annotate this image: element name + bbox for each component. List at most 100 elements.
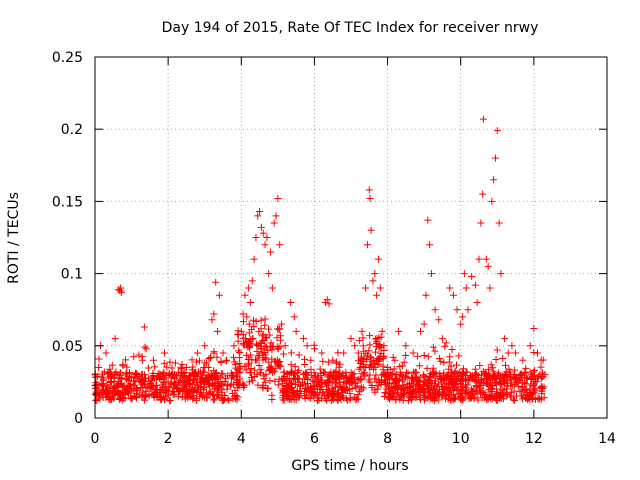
- x-tick-label: 6: [310, 431, 319, 447]
- data-point: [365, 186, 373, 194]
- data-point: [487, 392, 495, 400]
- y-axis-label: ROTI / TECUs: [6, 192, 22, 284]
- data-point: [350, 370, 358, 378]
- data-point: [539, 372, 547, 380]
- data-point: [150, 356, 158, 364]
- data-point: [536, 384, 544, 392]
- data-point: [400, 392, 408, 400]
- data-point: [173, 384, 181, 392]
- data-point: [200, 384, 208, 392]
- data-point: [213, 391, 221, 399]
- data-point: [140, 323, 148, 331]
- data-point: [380, 392, 388, 400]
- data-point: [392, 370, 400, 378]
- data-point: [373, 291, 381, 299]
- data-point: [396, 395, 404, 403]
- data-point: [517, 392, 525, 400]
- data-point: [416, 394, 424, 402]
- data-point: [378, 327, 386, 335]
- data-point: [98, 373, 106, 381]
- data-point: [479, 190, 487, 198]
- data-point: [250, 255, 258, 263]
- data-point: [188, 356, 196, 364]
- data-point: [472, 382, 480, 390]
- data-point: [473, 382, 481, 390]
- data-point: [446, 353, 454, 361]
- data-point: [281, 342, 289, 350]
- data-point: [257, 340, 265, 348]
- data-point: [519, 356, 527, 364]
- data-point: [124, 377, 132, 385]
- data-point: [243, 313, 251, 321]
- data-point: [213, 353, 221, 361]
- data-point: [495, 219, 503, 227]
- data-point: [248, 326, 256, 334]
- data-point: [166, 397, 174, 405]
- data-point: [488, 386, 496, 394]
- data-point: [159, 393, 167, 401]
- data-point: [102, 349, 110, 357]
- data-point: [187, 392, 195, 400]
- data-point: [477, 384, 485, 392]
- data-point: [382, 378, 390, 386]
- data-point: [164, 391, 172, 399]
- data-point: [293, 388, 301, 396]
- data-point: [507, 377, 515, 385]
- data-point: [133, 394, 141, 402]
- data-point: [240, 341, 248, 349]
- data-point: [163, 363, 171, 371]
- data-point: [219, 396, 227, 404]
- data-point: [270, 219, 278, 227]
- data-point: [208, 316, 216, 324]
- data-point: [266, 377, 274, 385]
- data-point: [502, 370, 510, 378]
- data-point: [365, 347, 373, 355]
- data-point: [454, 390, 462, 398]
- data-point: [282, 382, 290, 390]
- x-tick-label: 10: [452, 431, 470, 447]
- data-point: [479, 378, 487, 386]
- data-point: [367, 361, 375, 369]
- data-point: [457, 320, 465, 328]
- data-point: [186, 385, 194, 393]
- data-point: [149, 373, 157, 381]
- data-point: [268, 346, 276, 354]
- data-point: [288, 380, 296, 388]
- data-point: [120, 389, 128, 397]
- data-point: [331, 373, 339, 381]
- data-point: [508, 382, 516, 390]
- data-point: [508, 342, 516, 350]
- data-point: [169, 391, 177, 399]
- data-point: [500, 376, 508, 384]
- data-point: [399, 377, 407, 385]
- data-point: [446, 284, 454, 292]
- data-point: [290, 313, 298, 321]
- data-point: [340, 374, 348, 382]
- data-point: [197, 388, 205, 396]
- data-point: [140, 371, 148, 379]
- data-point: [457, 385, 465, 393]
- data-point: [190, 371, 198, 379]
- data-point: [442, 339, 450, 347]
- data-point: [497, 270, 505, 278]
- data-point: [213, 372, 221, 380]
- axis-ticks: 0 2 4 6 8 10 12 14 0 0.05 0.1 0.15 0.2 0.25: [52, 50, 616, 447]
- data-point: [529, 372, 537, 380]
- data-point: [201, 342, 209, 350]
- data-point: [292, 381, 300, 389]
- data-point: [139, 388, 147, 396]
- data-point: [351, 342, 359, 350]
- data-point: [509, 395, 517, 403]
- data-point: [230, 353, 238, 361]
- data-point: [424, 216, 432, 224]
- data-point: [375, 379, 383, 387]
- data-point: [367, 226, 375, 234]
- data-point: [182, 377, 190, 385]
- data-point: [400, 358, 408, 366]
- data-point: [336, 378, 344, 386]
- data-point: [307, 365, 315, 373]
- data-point: [538, 383, 546, 391]
- data-point: [396, 363, 404, 371]
- data-point: [316, 385, 324, 393]
- data-point: [318, 349, 326, 357]
